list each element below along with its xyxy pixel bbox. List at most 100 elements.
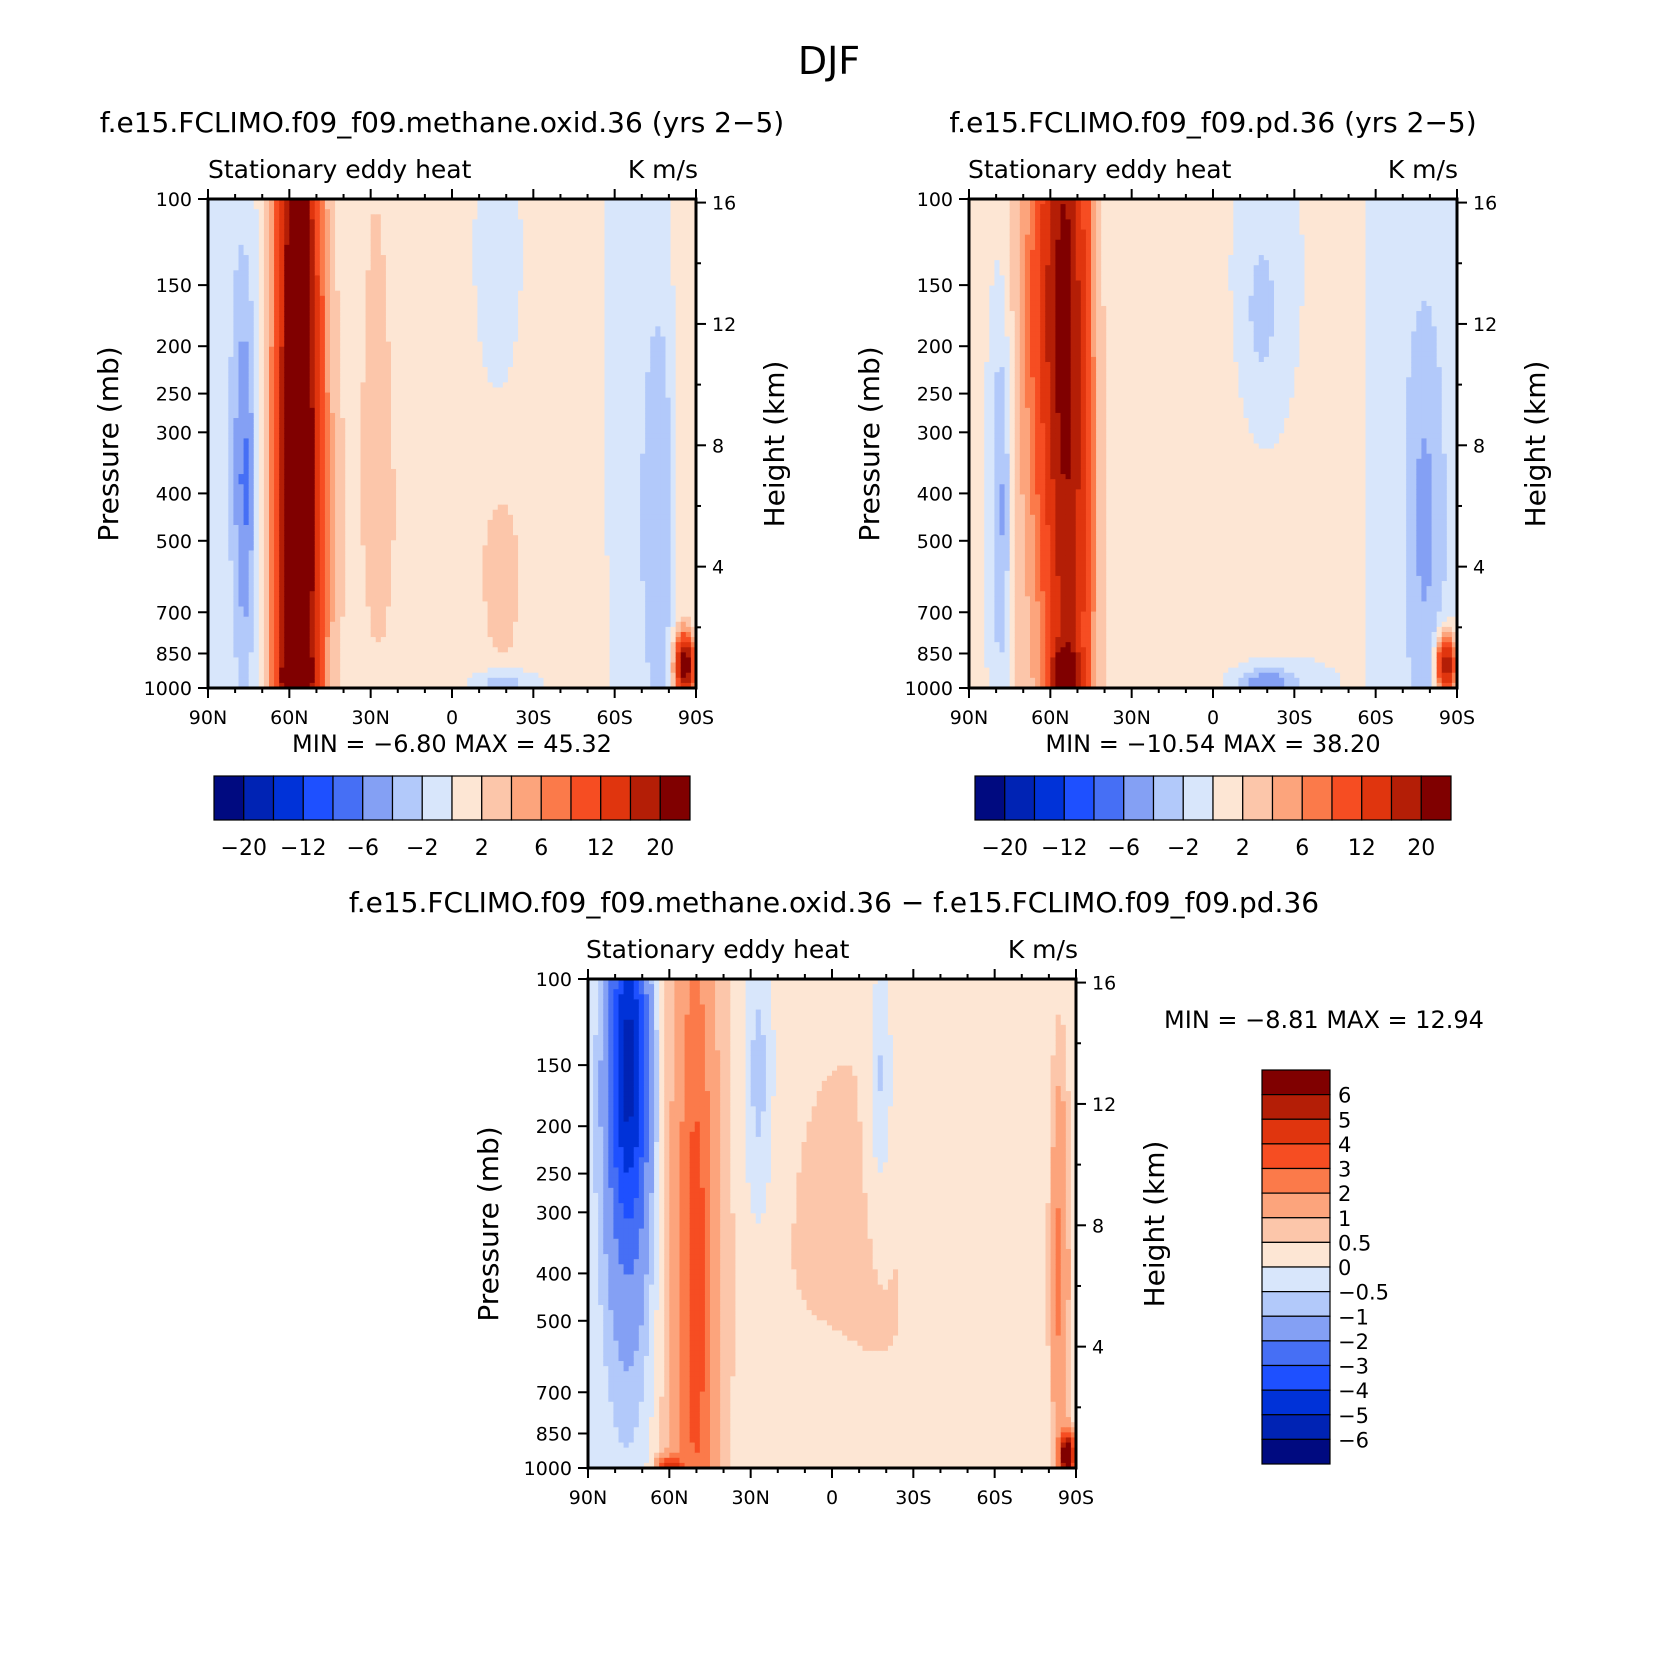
heatmap-cell (340, 224, 346, 230)
heatmap-cell (259, 459, 265, 465)
heatmap-cell (345, 286, 351, 292)
heatmap-cell (391, 454, 397, 460)
heatmap-cell (223, 413, 229, 419)
heatmap-cell (335, 612, 341, 618)
heatmap-cell (406, 337, 412, 343)
heatmap-cell (411, 556, 417, 562)
heatmap-cell (223, 505, 229, 511)
heatmap-cell (310, 398, 316, 404)
heatmap-cell (310, 637, 316, 643)
heatmap-cell (289, 230, 295, 236)
heatmap-cell (452, 438, 458, 444)
heatmap-cell (284, 469, 290, 475)
heatmap-cell (422, 586, 428, 592)
heatmap-cell (406, 281, 412, 287)
heatmap-cell (422, 209, 428, 215)
heatmap-cell (289, 601, 295, 607)
heatmap-cell (467, 484, 473, 490)
heatmap-cell (391, 612, 397, 618)
heatmap-cell (416, 479, 422, 485)
heatmap-cell (325, 449, 331, 455)
heatmap-cell (355, 535, 361, 541)
heatmap-cell (391, 398, 397, 404)
heatmap-cell (310, 642, 316, 648)
heatmap-cell (467, 601, 473, 607)
heatmap-cell (422, 230, 428, 236)
heatmap-cell (264, 520, 270, 526)
heatmap-cell (239, 240, 245, 246)
heatmap-cell (289, 494, 295, 500)
heatmap-cell (259, 657, 265, 663)
heatmap-cell (310, 362, 316, 368)
heatmap-cell (233, 367, 239, 373)
heatmap-cell (427, 352, 433, 358)
heatmap-cell (406, 306, 412, 312)
heatmap-cell (289, 489, 295, 495)
heatmap-cell (284, 219, 290, 225)
heatmap-cell (371, 260, 377, 266)
heatmap-cell (294, 423, 300, 429)
heatmap-cell (422, 418, 428, 424)
heatmap-cell (213, 454, 219, 460)
heatmap-cell (315, 433, 321, 439)
heatmap-cell (274, 214, 280, 220)
heatmap-cell (223, 550, 229, 556)
heatmap-cell (315, 657, 321, 663)
heatmap-cell (376, 607, 382, 613)
heatmap-cell (350, 617, 356, 623)
heatmap-cell (213, 561, 219, 567)
heatmap-cell (442, 413, 448, 419)
heatmap-cell (355, 444, 361, 450)
heatmap-cell (218, 449, 224, 455)
heatmap-cell (462, 382, 468, 388)
heatmap-cell (427, 586, 433, 592)
heatmap-cell (406, 423, 412, 429)
heatmap-cell (269, 214, 275, 220)
heatmap-cell (396, 433, 402, 439)
heatmap-cell (462, 668, 468, 674)
heatmap-cell (259, 469, 265, 475)
heatmap-cell (361, 505, 367, 511)
heatmap-cell (320, 642, 326, 648)
heatmap-cell (376, 423, 382, 429)
heatmap-cell (442, 393, 448, 399)
heatmap-cell (437, 627, 443, 633)
heatmap-cell (452, 622, 458, 628)
heatmap-cell (361, 535, 367, 541)
heatmap-cell (447, 494, 453, 500)
heatmap-cell (381, 347, 387, 353)
heatmap-cell (233, 306, 239, 312)
heatmap-cell (315, 382, 321, 388)
heatmap-cell (239, 489, 245, 495)
heatmap-cell (213, 469, 219, 475)
heatmap-cell (452, 265, 458, 271)
heatmap-cell (432, 510, 438, 516)
heatmap-cell (305, 311, 311, 317)
heatmap-cell (300, 479, 306, 485)
heatmap-cell (381, 433, 387, 439)
heatmap-cell (406, 566, 412, 572)
heatmap-cell (361, 657, 367, 663)
heatmap-cell (274, 301, 280, 307)
heatmap-cell (457, 561, 463, 567)
heatmap-cell (371, 387, 377, 393)
heatmap-cell (340, 652, 346, 658)
heatmap-cell (416, 673, 422, 679)
heatmap-cell (361, 637, 367, 643)
heatmap-cell (452, 550, 458, 556)
heatmap-cell (294, 408, 300, 414)
heatmap-cell (432, 250, 438, 256)
heatmap-cell (355, 449, 361, 455)
heatmap-cell (269, 596, 275, 602)
heatmap-cell (320, 433, 326, 439)
heatmap-cell (457, 525, 463, 531)
heatmap-cell (386, 632, 392, 638)
heatmap-cell (447, 387, 453, 393)
heatmap-cell (422, 301, 428, 307)
heatmap-cell (300, 260, 306, 266)
heatmap-cell (432, 673, 438, 679)
heatmap-cell (442, 347, 448, 353)
heatmap-cell (416, 398, 422, 404)
heatmap-cell (228, 204, 234, 210)
heatmap-cell (300, 250, 306, 256)
